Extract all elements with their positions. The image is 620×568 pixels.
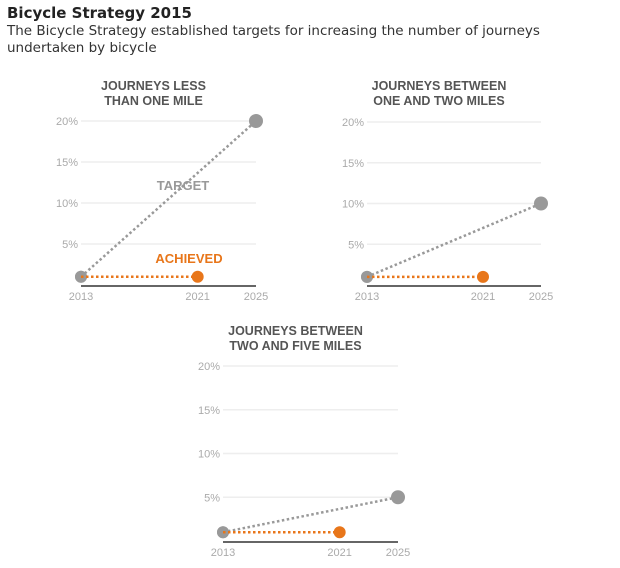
data-point — [333, 526, 346, 539]
x-tick-label: 2013 — [355, 291, 379, 303]
chart-title: TWO AND FIVE MILES — [229, 339, 361, 353]
x-tick-label: 2025 — [529, 291, 553, 303]
page-title: Bicycle Strategy 2015 — [7, 4, 192, 22]
y-tick-label: 20% — [56, 116, 78, 128]
data-point — [191, 270, 204, 283]
y-tick-label: 5% — [62, 239, 78, 251]
page-subtitle: The Bicycle Strategy established targets… — [7, 23, 540, 56]
y-tick-label: 20% — [198, 361, 220, 373]
x-tick-label: 2021 — [471, 291, 495, 303]
achieved-label: ACHIEVED — [155, 251, 222, 266]
series-line-target — [366, 202, 542, 279]
y-tick-label: 20% — [342, 117, 364, 129]
y-tick-label: 10% — [342, 199, 364, 211]
y-tick-label: 15% — [198, 405, 220, 417]
target-label: TARGET — [157, 178, 210, 193]
x-tick-label: 2025 — [244, 291, 268, 303]
x-tick-label: 2021 — [327, 547, 351, 559]
data-point — [391, 490, 405, 505]
chart-title: THAN ONE MILE — [104, 94, 203, 108]
series-line-target — [80, 120, 257, 278]
chart-title: JOURNEYS BETWEEN — [228, 324, 363, 338]
series-line-target — [222, 496, 399, 534]
x-tick-label: 2013 — [69, 291, 93, 303]
y-tick-label: 10% — [56, 198, 78, 210]
data-point — [477, 270, 489, 283]
y-tick-label: 15% — [342, 158, 364, 170]
y-tick-label: 5% — [204, 492, 220, 504]
x-tick-label: 2021 — [185, 291, 209, 303]
y-tick-label: 5% — [348, 239, 364, 251]
y-tick-label: 15% — [56, 157, 78, 169]
x-tick-label: 2013 — [211, 547, 235, 559]
chart-title: ONE AND TWO MILES — [373, 94, 504, 108]
data-point — [249, 114, 263, 128]
data-point — [534, 196, 548, 211]
chart-title: JOURNEYS BETWEEN — [372, 79, 507, 93]
y-tick-label: 10% — [198, 449, 220, 461]
x-tick-label: 2025 — [386, 547, 410, 559]
chart-title: JOURNEYS LESS — [101, 79, 206, 93]
